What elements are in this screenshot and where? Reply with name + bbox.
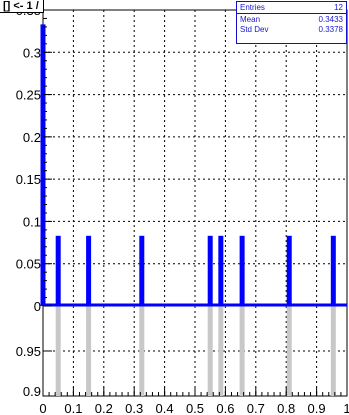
histogram-bar [86,235,92,306]
y-tick-label: 0 [34,299,41,314]
y-tick-label: 0.1 [23,214,41,229]
y-tick-label: 0.15 [16,172,41,187]
x-tick-label: 0.2 [95,401,113,415]
stats-mean-value: 0.3433 [318,15,343,24]
x-tick-label: 0.5 [186,401,204,415]
y-tick-label-lower: 0.95 [16,344,41,359]
histogram-bar [40,24,46,307]
histogram-bar [330,235,336,306]
stats-mean-row: Mean 0.3433 [240,15,343,25]
y-tick-label: 0.05 [16,257,41,272]
x-tick-label: 0.1 [64,401,82,415]
ratio-bar [239,306,245,396]
x-tick-label: 0 [39,401,46,415]
stats-entries-label: Entries [240,3,265,12]
y-tick-label-lower: 0.9 [23,384,41,399]
ratio-bar [86,306,92,396]
stats-mean-label: Mean [240,15,261,24]
x-tick-label: 0.8 [277,401,295,415]
histogram-title: [] <- 1 / [0,0,44,13]
stats-separator [237,13,346,14]
histogram-bar [239,235,245,306]
x-tick-label: 0.9 [308,401,326,415]
ratio-bar [207,306,213,396]
ratio-bar [139,306,145,396]
ratio-bar [330,306,336,396]
ratio-bar [55,306,61,396]
y-tick-label: 0.2 [23,130,41,145]
histogram-bar [207,235,213,306]
stats-std-value: 0.3378 [318,25,343,34]
stats-entries-row: Entries 12 [240,3,343,13]
ratio-bar [286,306,292,396]
stats-entries-value: 12 [334,3,343,12]
y-tick-label: 0.3 [23,45,41,60]
stats-std-row: Std Dev 0.3378 [240,25,343,35]
stats-box: Entries 12 Mean 0.3433 Std Dev 0.3378 [236,1,347,44]
histogram-bar [286,235,292,306]
ratio-bar [218,306,224,396]
x-tick-label: 1 [343,401,349,415]
histogram-bar [218,235,224,306]
x-tick-label: 0.4 [156,401,174,415]
x-tick-label: 0.7 [247,401,265,415]
y-tick-label: 0.25 [16,88,41,103]
x-tick-label: 0.6 [216,401,234,415]
histogram-bar [55,235,61,306]
stats-std-label: Std Dev [240,25,269,34]
x-tick-label: 0.3 [125,401,143,415]
histogram-bar [139,235,145,306]
